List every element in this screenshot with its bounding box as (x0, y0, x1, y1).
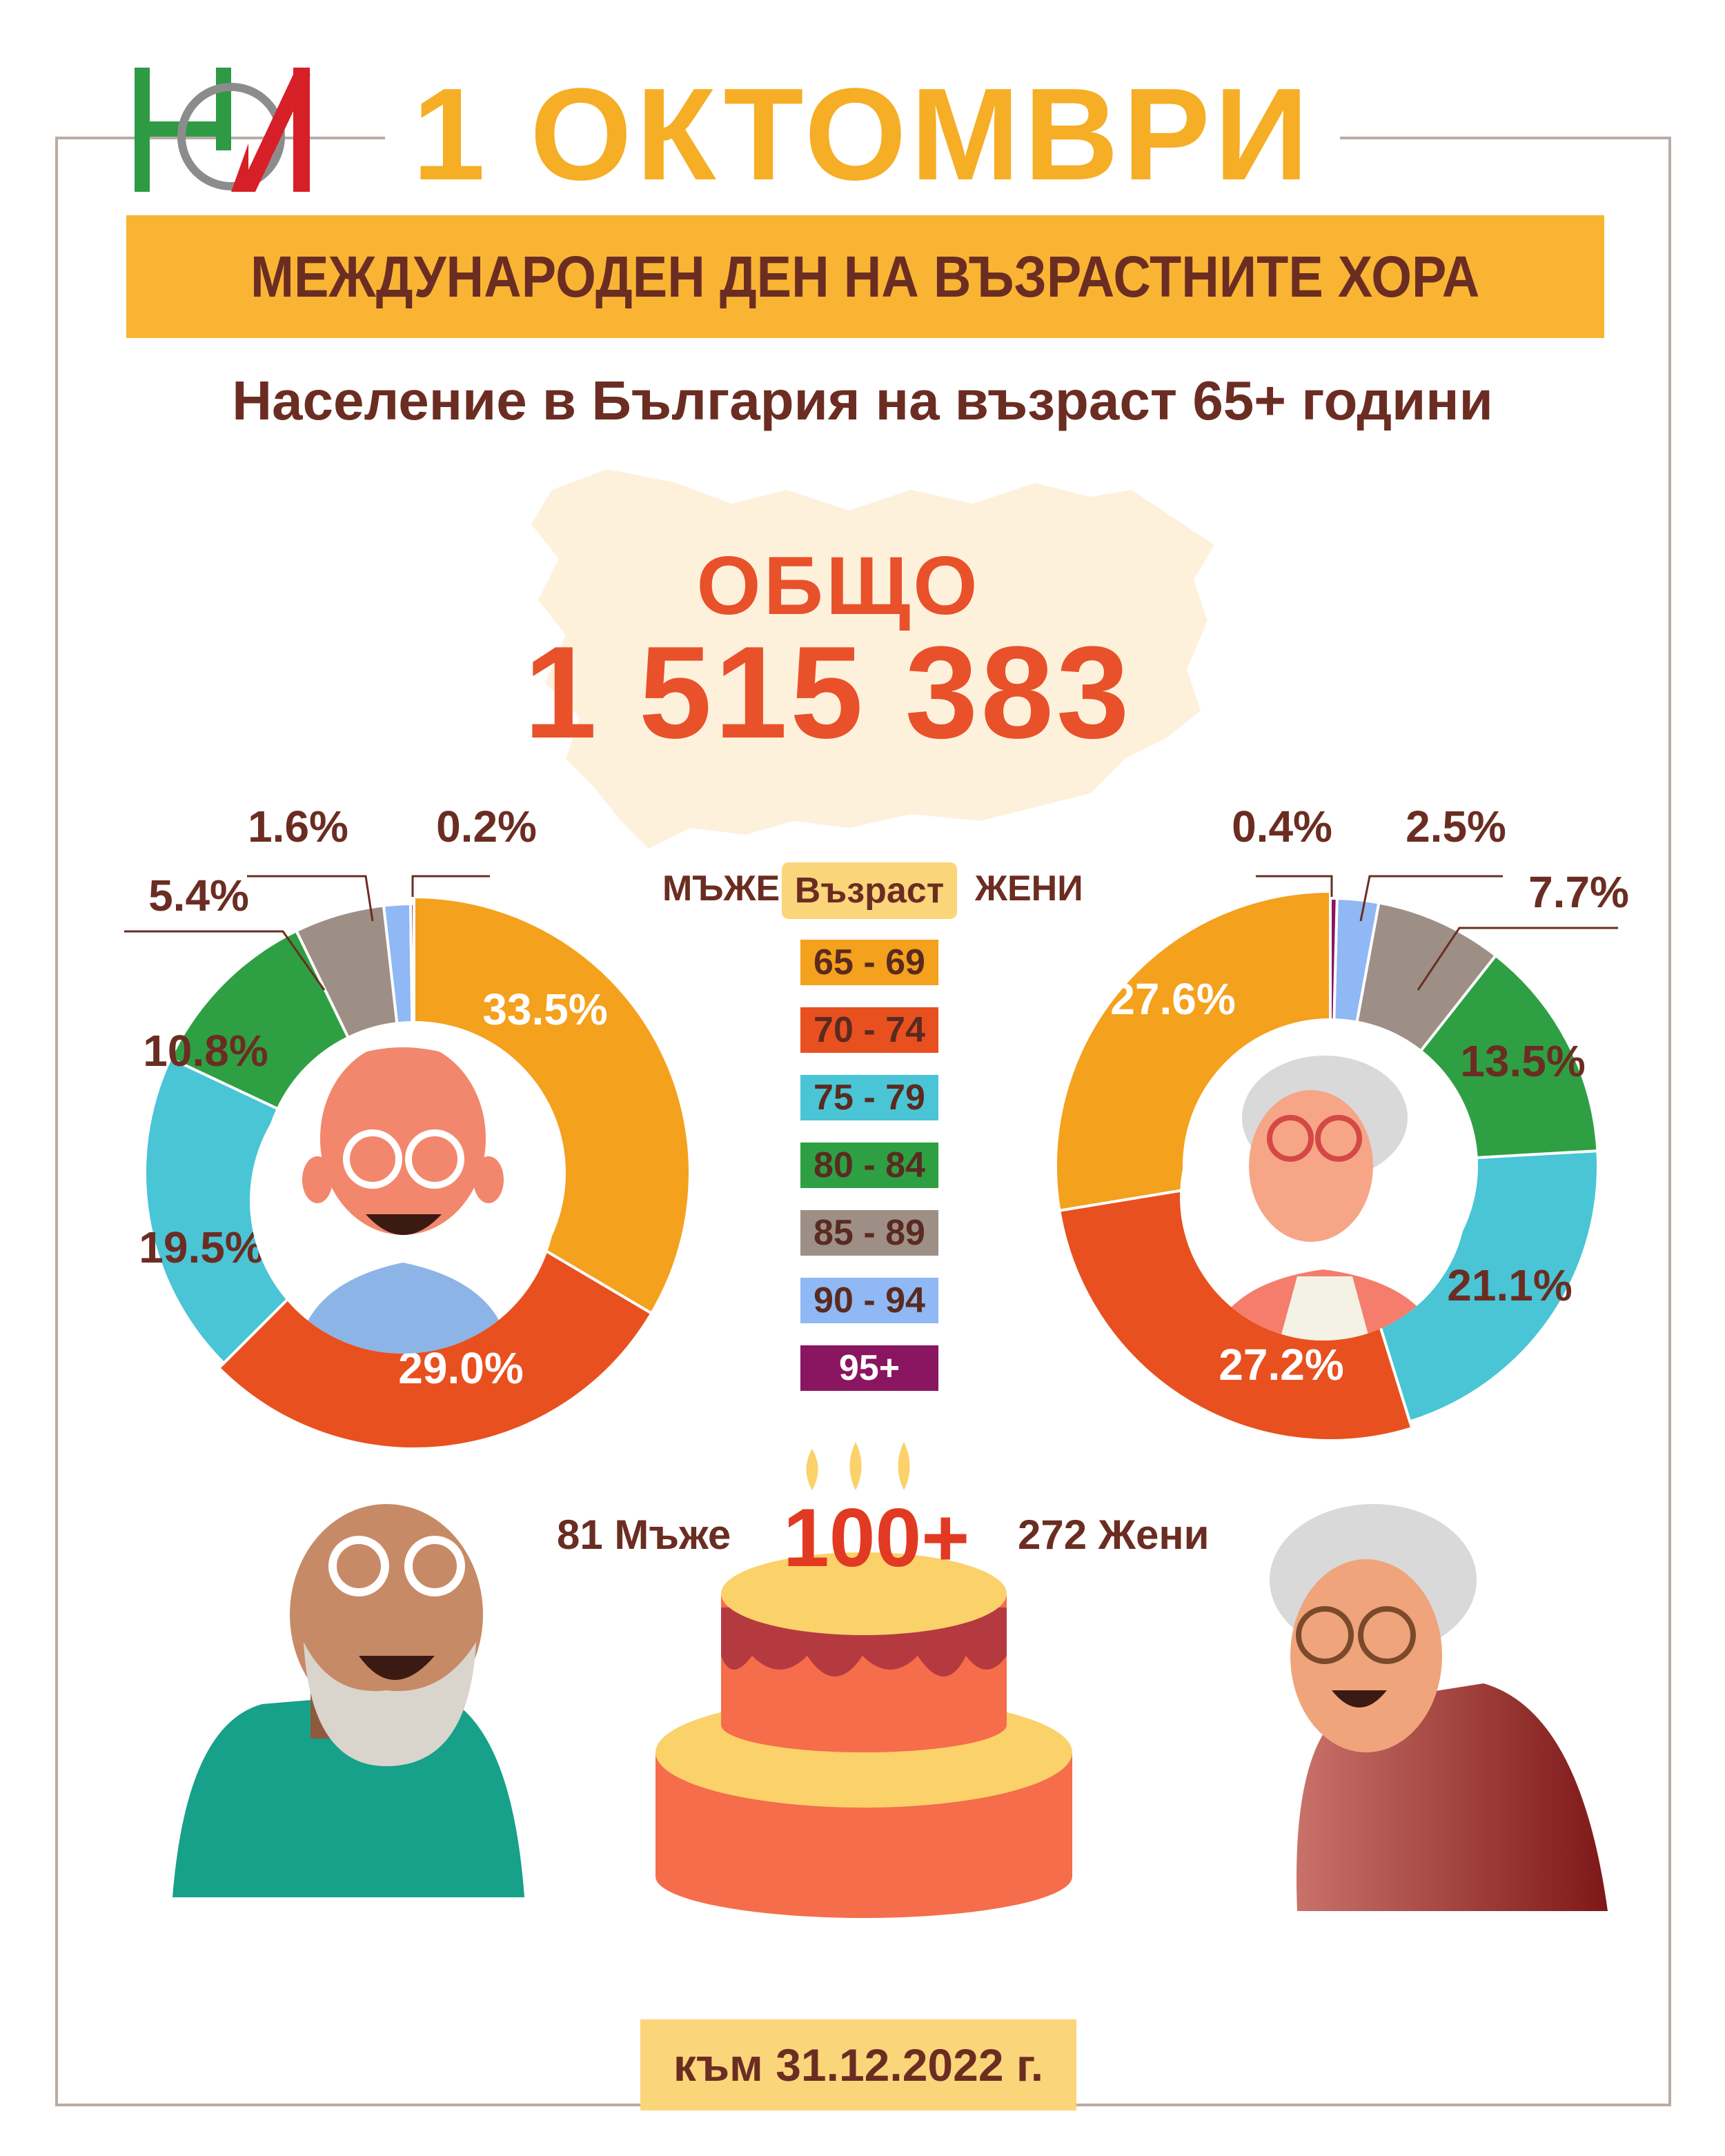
leader-line (411, 875, 490, 897)
slice-label: 33.5% (482, 985, 607, 1034)
slice-label: 0.2% (436, 802, 537, 851)
legend-item: 80 - 84 (800, 1143, 938, 1188)
centenarian-men-count: 81 Мъже (557, 1512, 731, 1558)
nsi-logo (135, 68, 310, 192)
elderly-woman-illustration (1270, 1504, 1608, 1911)
slice-label: 21.1% (1447, 1260, 1572, 1310)
slice-label: 27.6% (1110, 974, 1235, 1024)
legend-item: 95+ (800, 1345, 938, 1391)
donut-slice (409, 902, 415, 1025)
legend-age-label: Възраст (782, 862, 957, 919)
leader-line (1417, 927, 1618, 991)
total-label: ОБЩО (696, 540, 980, 632)
slice-label: 0.4% (1232, 802, 1332, 851)
bulgaria-map (531, 469, 1214, 849)
slice-label: 19.5% (139, 1223, 264, 1272)
women-donut-chart: 27.6% 27.2% 21.1% 13.5% 7.7% 2.5% 0.4% (1054, 802, 1629, 1442)
donut-slice (1054, 889, 1332, 1213)
slice-label: 13.5% (1460, 1036, 1585, 1086)
slice-label: 2.5% (1406, 802, 1506, 851)
footer-date: към 31.12.2022 г. (640, 2019, 1076, 2110)
legend-item: 65 - 69 (800, 940, 938, 985)
subtitle: Население в България на възраст 65+ годи… (232, 370, 1493, 431)
slice-label: 5.4% (148, 871, 249, 920)
legend-item: 70 - 74 (800, 1007, 938, 1053)
legend-item: 85 - 89 (800, 1210, 938, 1256)
slice-label: 7.7% (1528, 867, 1629, 917)
slice-label: 1.6% (248, 802, 348, 851)
slice-label: 27.2% (1219, 1340, 1343, 1389)
leader-line (1256, 875, 1333, 897)
legend-men-label: МЪЖЕ (662, 869, 780, 909)
legend-item: 90 - 94 (800, 1278, 938, 1323)
centenarian-title: 100+ (783, 1492, 970, 1584)
date-title: 1 ОКТОМВРИ (0, 61, 1725, 208)
donut-slice (1329, 896, 1339, 1022)
banner-text: МЕЖДУНАРОДЕН ДЕН НА ВЪЗРАСТНИТЕ ХОРА (250, 244, 1480, 309)
legend-item: 75 - 79 (800, 1075, 938, 1120)
leader-line (247, 875, 374, 922)
birthday-cake-illustration (656, 1442, 1072, 1918)
legend-women-label: ЖЕНИ (975, 869, 1083, 909)
men-donut-chart: 33.5%29.0%19.5%10.8%5.4%1.6% 0.2% (124, 802, 692, 1450)
donut-slice (413, 895, 692, 1316)
leader-line (1359, 875, 1503, 922)
slice-label: 10.8% (143, 1026, 268, 1076)
donut-slice (1419, 953, 1599, 1160)
banner: МЕЖДУНАРОДЕН ДЕН НА ВЪЗРАСТНИТЕ ХОРА (126, 215, 1604, 338)
man-portrait-icon (250, 1047, 556, 1354)
centenarian-women-count: 272 Жени (1018, 1512, 1210, 1558)
leader-line (124, 930, 326, 991)
elderly-man-illustration (172, 1504, 524, 1897)
total-value: 1 515 383 (524, 620, 1132, 766)
